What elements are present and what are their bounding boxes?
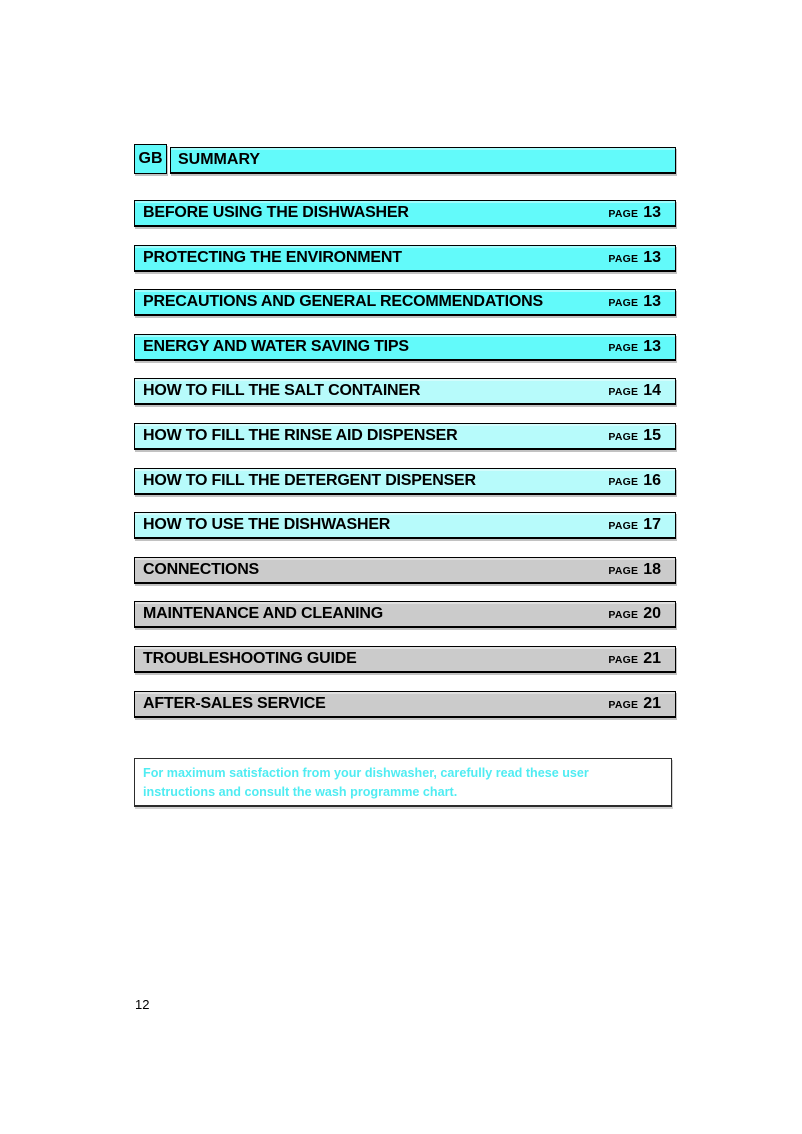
page-number: 12 xyxy=(135,997,150,1012)
toc-entry-page-label: PAGE xyxy=(608,430,639,443)
toc-entry-pageref: PAGE 13 xyxy=(608,293,661,311)
toc-entry-page-number: 21 xyxy=(643,694,661,712)
toc-entry-pageref: PAGE 13 xyxy=(608,204,661,222)
toc-entry-title: HOW TO FILL THE RINSE AID DISPENSER xyxy=(143,426,458,444)
toc-entry-page-label: PAGE xyxy=(608,520,639,533)
toc-entry-page-number: 21 xyxy=(643,649,661,667)
toc-entry: HOW TO FILL THE SALT CONTAINER PAGE 14 xyxy=(134,378,676,406)
toc-entry-title: BEFORE USING THE DISHWASHER xyxy=(143,204,409,221)
toc-entry-page-number: 13 xyxy=(643,248,661,266)
toc-entry-pageref: PAGE 21 xyxy=(608,650,661,668)
reader-note-box: For maximum satisfaction from your dishw… xyxy=(134,758,672,807)
toc-entry: PROTECTING THE ENVIRONMENT PAGE 13 xyxy=(134,244,676,272)
toc-entry: CONNECTIONS PAGE 18 xyxy=(134,556,676,584)
toc-entry-title: HOW TO USE THE DISHWASHER xyxy=(143,516,391,534)
toc-entry-page-number: 20 xyxy=(643,605,661,623)
reader-note-text: For maximum satisfaction from your dishw… xyxy=(143,766,589,799)
toc-entry: AFTER-SALES SERVICE PAGE 21 xyxy=(134,690,676,718)
toc-entry-page-number: 16 xyxy=(643,471,661,489)
toc-entry-pageref: PAGE 14 xyxy=(608,382,661,400)
toc-entry-pageref: PAGE 20 xyxy=(608,605,661,623)
toc-entry-page-label: PAGE xyxy=(608,208,639,220)
toc-entry-title: HOW TO FILL THE SALT CONTAINER xyxy=(143,382,421,400)
toc-entry: MAINTENANCE AND CLEANING PAGE 20 xyxy=(134,601,676,629)
toc-list: BEFORE USING THE DISHWASHER PAGE 13 PROT… xyxy=(134,200,676,735)
toc-entry: HOW TO USE THE DISHWASHER PAGE 17 xyxy=(134,512,676,540)
toc-entry-page-number: 18 xyxy=(643,560,661,578)
toc-entry: ENERGY AND WATER SAVING TIPS PAGE 13 xyxy=(134,333,676,361)
toc-entry-page-label: PAGE xyxy=(608,698,639,711)
toc-entry-page-label: PAGE xyxy=(608,564,639,577)
page-title: SUMMARY xyxy=(178,151,261,168)
toc-entry-page-label: PAGE xyxy=(608,653,639,666)
toc-entry-page-label: PAGE xyxy=(608,341,639,354)
toc-entry-title: MAINTENANCE AND CLEANING xyxy=(143,605,383,623)
toc-entry-pageref: PAGE 13 xyxy=(608,249,661,267)
toc-entry-pageref: PAGE 16 xyxy=(608,472,661,490)
toc-entry-title: ENERGY AND WATER SAVING TIPS xyxy=(143,337,409,355)
toc-entry-page-label: PAGE xyxy=(608,609,639,622)
toc-entry-pageref: PAGE 21 xyxy=(608,695,661,713)
toc-entry-page-number: 13 xyxy=(643,337,661,355)
toc-entry: HOW TO FILL THE RINSE AID DISPENSER PAGE… xyxy=(134,422,676,450)
toc-entry-pageref: PAGE 18 xyxy=(608,561,661,579)
toc-entry-page-number: 17 xyxy=(643,516,661,534)
toc-entry-page-number: 13 xyxy=(643,293,661,311)
toc-entry-title: TROUBLESHOOTING GUIDE xyxy=(143,649,357,667)
toc-entry-pageref: PAGE 15 xyxy=(608,427,661,445)
page-title-bar: SUMMARY xyxy=(170,147,676,174)
toc-entry: PRECAUTIONS AND GENERAL RECOMMENDATIONS … xyxy=(134,289,676,317)
toc-entry-page-label: PAGE xyxy=(608,297,639,310)
toc-entry: BEFORE USING THE DISHWASHER PAGE 13 xyxy=(134,200,676,227)
toc-entry-title: HOW TO FILL THE DETERGENT DISPENSER xyxy=(143,471,476,489)
toc-entry-page-label: PAGE xyxy=(608,386,639,399)
toc-entry-title: PROTECTING THE ENVIRONMENT xyxy=(143,248,402,266)
toc-entry-page-label: PAGE xyxy=(608,475,639,488)
toc-entry-page-label: PAGE xyxy=(608,252,639,265)
toc-entry-pageref: PAGE 17 xyxy=(608,516,661,534)
toc-entry-title: PRECAUTIONS AND GENERAL RECOMMENDATIONS xyxy=(143,293,543,311)
toc-entry-pageref: PAGE 13 xyxy=(608,338,661,356)
toc-entry: HOW TO FILL THE DETERGENT DISPENSER PAGE… xyxy=(134,467,676,495)
toc-entry: TROUBLESHOOTING GUIDE PAGE 21 xyxy=(134,645,676,673)
toc-entry-page-number: 13 xyxy=(643,204,661,221)
language-badge-label: GB xyxy=(138,150,163,167)
toc-entry-title: CONNECTIONS xyxy=(143,560,260,578)
toc-entry-page-number: 15 xyxy=(643,426,661,444)
toc-entry-page-number: 14 xyxy=(643,382,661,400)
toc-entry-title: AFTER-SALES SERVICE xyxy=(143,694,326,712)
language-badge: GB xyxy=(134,144,167,174)
